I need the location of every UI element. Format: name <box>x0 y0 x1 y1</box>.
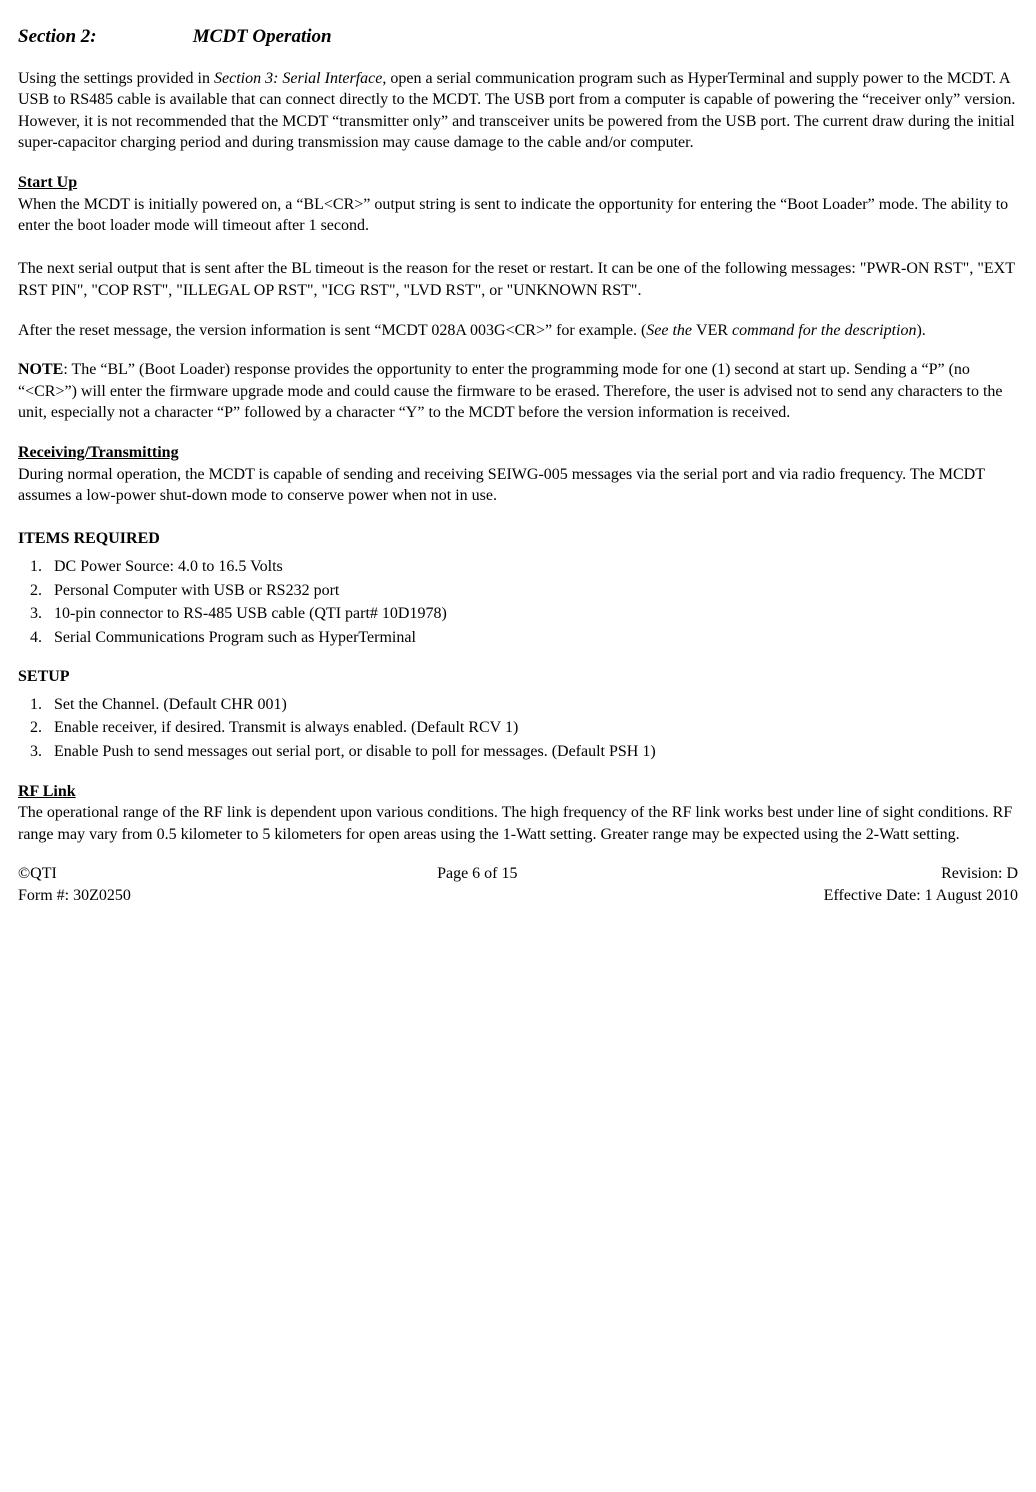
setup-heading: SETUP <box>18 666 1018 688</box>
intro-italic: Section 3: Serial Interface <box>214 70 382 87</box>
rflink-block: RF Link The operational range of the RF … <box>18 781 1018 846</box>
startup-p3-post: ). <box>916 322 925 339</box>
rflink-heading: RF Link <box>18 783 76 800</box>
startup-heading: Start Up <box>18 174 77 191</box>
list-item: 10-pin connector to RS-485 USB cable (QT… <box>46 603 1018 625</box>
list-item: Enable Push to send messages out serial … <box>46 741 1018 763</box>
section-label: Section 2: <box>18 24 188 50</box>
startup-block: Start Up When the MCDT is initially powe… <box>18 172 1018 237</box>
rxtx-p1: During normal operation, the MCDT is cap… <box>18 466 985 505</box>
startup-p3-italic: See the <box>646 322 696 339</box>
footer-page-number: Page 6 of 15 <box>437 863 517 885</box>
startup-p3: After the reset message, the version inf… <box>18 320 1018 342</box>
footer-copyright: ©QTI <box>18 863 131 885</box>
list-item: DC Power Source: 4.0 to 16.5 Volts <box>46 556 1018 578</box>
section-header: Section 2: MCDT Operation <box>18 24 1018 50</box>
startup-p3-pre: After the reset message, the version inf… <box>18 322 646 339</box>
startup-p3-mid: VER <box>696 322 732 339</box>
list-item: Personal Computer with USB or RS232 port <box>46 580 1018 602</box>
note-paragraph: NOTE: The “BL” (Boot Loader) response pr… <box>18 359 1018 424</box>
note-label: NOTE <box>18 361 63 378</box>
page-footer: ©QTI Form #: 30Z0250 Page 6 of 15 Revisi… <box>18 863 1018 906</box>
startup-p3-italic2: command for the description <box>732 322 916 339</box>
footer-left: ©QTI Form #: 30Z0250 <box>18 863 131 906</box>
intro-paragraph: Using the settings provided in Section 3… <box>18 68 1018 154</box>
items-required-heading: ITEMS REQUIRED <box>18 528 1018 550</box>
list-item: Serial Communications Program such as Hy… <box>46 627 1018 649</box>
setup-list: Set the Channel. (Default CHR 001) Enabl… <box>18 694 1018 763</box>
startup-p2: The next serial output that is sent afte… <box>18 258 1018 301</box>
intro-text-1: Using the settings provided in <box>18 70 214 87</box>
footer-effective-date: Effective Date: 1 August 2010 <box>824 885 1018 907</box>
footer-center: Page 6 of 15 <box>437 863 517 906</box>
section-title: MCDT Operation <box>193 26 332 47</box>
rxtx-heading: Receiving/Transmitting <box>18 444 179 461</box>
list-item: Set the Channel. (Default CHR 001) <box>46 694 1018 716</box>
startup-p1: When the MCDT is initially powered on, a… <box>18 196 1008 235</box>
items-required-list: DC Power Source: 4.0 to 16.5 Volts Perso… <box>18 556 1018 648</box>
footer-form-number: Form #: 30Z0250 <box>18 885 131 907</box>
footer-revision: Revision: D <box>824 863 1018 885</box>
rflink-p1: The operational range of the RF link is … <box>18 804 1012 843</box>
list-item: Enable receiver, if desired. Transmit is… <box>46 717 1018 739</box>
rxtx-block: Receiving/Transmitting During normal ope… <box>18 442 1018 507</box>
footer-right: Revision: D Effective Date: 1 August 201… <box>824 863 1018 906</box>
note-text: : The “BL” (Boot Loader) response provid… <box>18 361 1002 421</box>
